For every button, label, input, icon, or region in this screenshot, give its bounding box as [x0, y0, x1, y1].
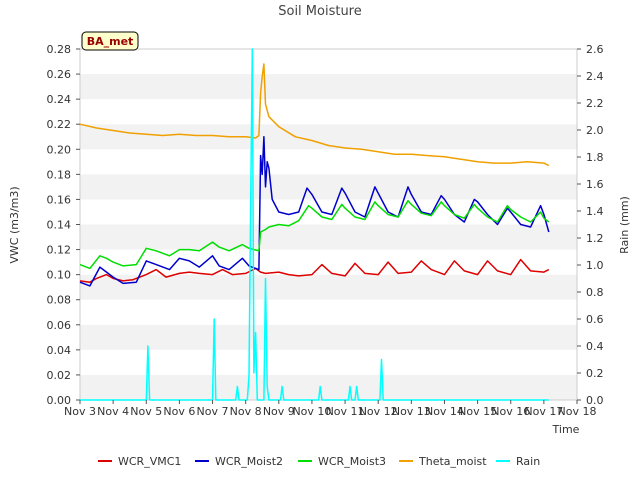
y-right-tick-label: 2.0: [586, 124, 604, 137]
legend-label-rain: Rain: [516, 455, 540, 468]
grid-band: [80, 99, 577, 125]
x-tick-label: Nov 9: [263, 405, 295, 418]
grid-band: [80, 274, 577, 300]
y-left-tick-label: 0.08: [47, 294, 72, 307]
y-left-tick-label: 0.20: [47, 143, 72, 156]
x-tick-label: Nov 14: [425, 405, 464, 418]
y-axis-right-ticks: 0.0 0.2 0.4 0.6 0.8 1.0 1.2 1.4 1.6 1.8 2.0 2.2 2.4 2…: [577, 43, 604, 407]
x-tick-label: Nov 6: [163, 405, 195, 418]
y-right-tick-label: 0.4: [586, 340, 604, 353]
y-right-tick-label: 2.2: [586, 97, 604, 110]
annotation-box: BA_met: [81, 31, 139, 51]
x-tick-label: Nov 16: [491, 405, 530, 418]
y-right-tick-label: 2.4: [586, 70, 604, 83]
y-right-tick-label: 1.8: [586, 151, 604, 164]
grid-band: [80, 199, 577, 225]
y-left-tick-label: 0.14: [47, 219, 72, 232]
x-axis-label: Time: [552, 423, 580, 436]
x-tick-label: Nov 13: [392, 405, 431, 418]
series-layer: [79, 48, 550, 401]
y-left-tick-label: 0.06: [47, 319, 72, 332]
y-axis-left-ticks: 0.00 0.02 0.04 0.06 0.08 0.10 0.12 0.14 0.16 0.18…: [47, 43, 80, 407]
x-tick-label: Nov 17: [524, 405, 563, 418]
series-line-wcr-vmc1: [79, 258, 550, 283]
series-line-wcr-moist2: [79, 136, 550, 287]
y-right-tick-label: 1.4: [586, 205, 604, 218]
legend-label-wcr-vmc1: WCR_VMC1: [118, 455, 181, 468]
grid-bands: [80, 49, 577, 400]
y-left-tick-label: 0.22: [47, 118, 72, 131]
y-left-tick-label: 0.00: [47, 394, 72, 407]
x-tick-label: Nov 10: [292, 405, 331, 418]
y-left-tick-label: 0.10: [47, 269, 72, 282]
grid-band: [80, 224, 577, 250]
x-tick-label: Nov 11: [326, 405, 365, 418]
y-left-tick-label: 0.04: [47, 344, 72, 357]
grid-band: [80, 174, 577, 200]
grid-band: [80, 74, 577, 100]
series-line-rain: [80, 48, 549, 401]
x-tick-label: Nov 18: [558, 405, 597, 418]
chart-title: Soil Moisture: [278, 4, 362, 19]
x-tick-label: Nov 3: [64, 405, 96, 418]
x-tick-label: Nov 12: [359, 405, 398, 418]
y-left-tick-label: 0.02: [47, 369, 72, 382]
x-tick-label: Nov 8: [230, 405, 262, 418]
grid-band: [80, 349, 577, 375]
x-tick-label: Nov 15: [458, 405, 497, 418]
x-tick-label: Nov 4: [97, 405, 129, 418]
y-axis-right-label: Rain (mm): [618, 196, 631, 254]
grid-band: [80, 374, 577, 400]
legend: WCR_VMC1 WCR_Moist2 WCR_Moist3 Theta_moist R…: [98, 455, 540, 468]
y-right-tick-label: 2.6: [586, 43, 604, 56]
grid-band: [80, 324, 577, 350]
y-right-tick-label: 0.8: [586, 286, 604, 299]
y-right-tick-label: 1.0: [586, 259, 604, 272]
grid-band: [80, 49, 577, 75]
legend-label-wcr-moist2: WCR_Moist2: [215, 455, 283, 468]
annotation-label: BA_met: [87, 35, 134, 48]
legend-label-theta-moist: Theta_moist: [418, 455, 487, 468]
series-line-theta-moist: [79, 63, 550, 167]
y-left-tick-label: 0.12: [47, 244, 72, 257]
x-tick-label: Nov 5: [130, 405, 162, 418]
series-line-wcr-moist3: [79, 199, 550, 270]
y-right-tick-label: 0.0: [586, 394, 604, 407]
x-tick-label: Nov 7: [197, 405, 229, 418]
y-right-tick-label: 1.2: [586, 232, 604, 245]
y-axis-left-label: VWC (m3/m3): [8, 186, 21, 263]
y-left-tick-label: 0.16: [47, 193, 72, 206]
y-left-tick-label: 0.18: [47, 168, 72, 181]
y-left-tick-label: 0.24: [47, 93, 72, 106]
y-left-tick-label: 0.28: [47, 43, 72, 56]
grid-band: [80, 299, 577, 325]
y-right-tick-label: 0.2: [586, 367, 604, 380]
y-right-tick-label: 0.6: [586, 313, 604, 326]
legend-label-wcr-moist3: WCR_Moist3: [318, 455, 386, 468]
y-right-tick-label: 1.6: [586, 178, 604, 191]
y-left-tick-label: 0.26: [47, 68, 72, 81]
grid-band: [80, 149, 577, 175]
